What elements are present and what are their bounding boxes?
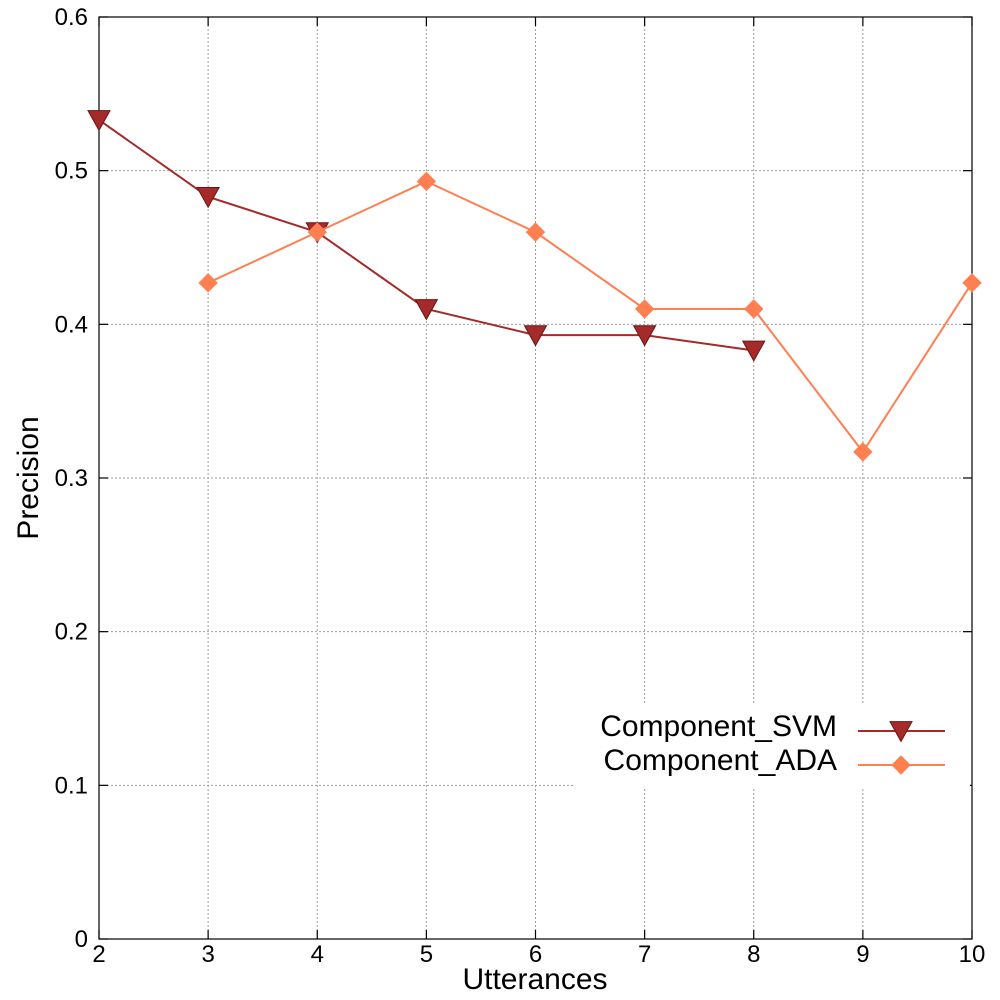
- data-point-marker: [198, 273, 218, 293]
- y-tick-label: 0.3: [55, 465, 88, 492]
- legend-marker: [891, 755, 911, 775]
- plot-frame: [98, 16, 973, 940]
- x-tick-label: 10: [959, 941, 986, 968]
- data-point-marker: [741, 340, 766, 362]
- y-tick-label: 0.1: [55, 772, 88, 799]
- x-tick-label: 4: [311, 941, 324, 968]
- data-point-marker: [416, 171, 437, 192]
- series-line: [207, 180, 973, 454]
- x-tick-labels: 2 3 4 5 6 7 8 9 10: [92, 941, 985, 968]
- x-tick-label: 5: [420, 941, 433, 968]
- x-tick-label: 3: [201, 941, 214, 968]
- x-tick-label: 2: [92, 941, 105, 968]
- legend-marker: [889, 721, 913, 743]
- series-Component_SVM: [87, 110, 766, 362]
- x-tick-label: 7: [638, 941, 651, 968]
- legend-label: Component_SVM: [600, 710, 837, 743]
- data-point-marker: [853, 442, 873, 462]
- y-tick-label: 0: [75, 926, 88, 953]
- y-tick-label: 0.5: [55, 158, 88, 185]
- y-tick-label: 0.2: [55, 619, 88, 646]
- x-tick-label: 8: [747, 941, 760, 968]
- y-axis-title: Precision: [12, 416, 45, 539]
- legend-label: Component_ADA: [604, 744, 837, 777]
- data-point-marker: [414, 299, 439, 321]
- data-point-marker: [196, 186, 220, 209]
- data-point-marker: [87, 110, 111, 132]
- legend-background: [575, 703, 970, 788]
- y-tick-label: 0.4: [55, 311, 88, 338]
- data-point-marker: [632, 325, 657, 347]
- x-axis-title: Utterances: [462, 963, 607, 996]
- series: [87, 110, 982, 462]
- x-tick-label: 9: [856, 941, 869, 968]
- series-Component_ADA: [198, 171, 982, 462]
- data-point-marker: [962, 273, 982, 293]
- y-tick-labels: 0 0.1 0.2 0.3 0.4 0.5 0.6: [55, 4, 88, 953]
- data-point-marker: [525, 222, 546, 242]
- x-tick-label: 6: [529, 941, 542, 968]
- data-point-marker: [744, 299, 764, 319]
- data-point-marker: [307, 222, 327, 242]
- data-point-marker: [634, 299, 655, 319]
- y-tick-label: 0.6: [55, 4, 88, 31]
- grid: [99, 17, 972, 939]
- data-point-marker: [523, 325, 548, 347]
